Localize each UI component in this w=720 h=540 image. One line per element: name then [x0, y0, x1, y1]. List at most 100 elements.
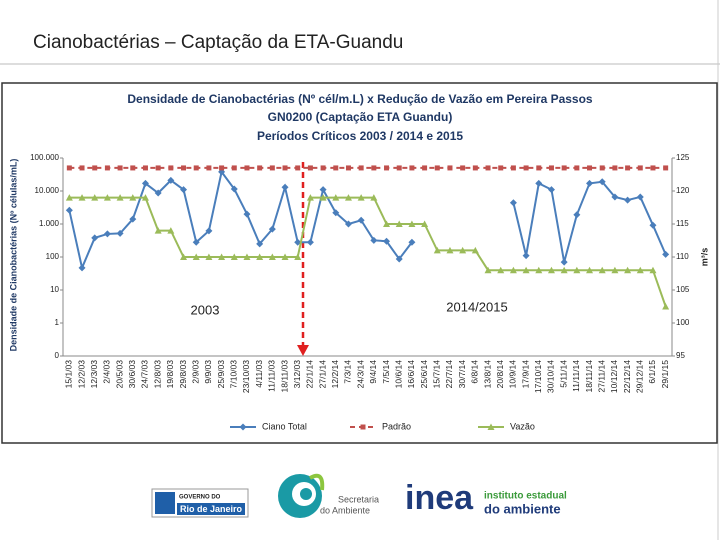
point: [586, 179, 594, 187]
point: [230, 253, 238, 260]
point: [155, 165, 161, 171]
x-tick-label: 2/4/03: [102, 360, 112, 384]
x-tick-label: 22/1/14: [305, 360, 315, 389]
point: [320, 165, 326, 171]
x-tick-label: 4/11/03: [254, 360, 264, 388]
point: [649, 266, 657, 274]
point: [154, 227, 162, 234]
point: [484, 266, 492, 274]
point: [586, 266, 594, 274]
point: [257, 165, 263, 171]
point: [625, 165, 631, 171]
gov-name: Rio de Janeiro: [180, 504, 243, 514]
arrow-head: [297, 345, 309, 356]
x-tick-label: 12/8/03: [152, 360, 162, 389]
gov-band: [177, 503, 245, 515]
point: [536, 165, 542, 171]
point: [239, 423, 247, 431]
point: [231, 165, 237, 171]
point: [192, 253, 200, 260]
point: [509, 266, 517, 274]
point: [141, 179, 149, 187]
point: [66, 165, 72, 171]
point: [181, 165, 187, 171]
point: [459, 246, 467, 254]
point: [332, 209, 340, 217]
point: [78, 264, 86, 272]
point: [180, 253, 188, 260]
point: [522, 266, 530, 274]
point: [219, 165, 225, 171]
x-tick-label: 15/1/03: [64, 360, 74, 389]
x-tick-label: 7/3/14: [343, 360, 353, 384]
point: [446, 246, 454, 254]
point: [574, 165, 580, 171]
x-tick-label: 29/8/03: [178, 360, 188, 389]
x-tick-label: 30/10/14: [546, 360, 556, 393]
gov-top: GOVERNO DO: [179, 495, 221, 501]
x-tick-label: 12/3/03: [89, 360, 99, 389]
point: [357, 194, 365, 201]
x-tick-label: 17/10/14: [533, 360, 543, 393]
point: [433, 246, 441, 254]
point: [573, 266, 581, 274]
point: [306, 238, 314, 246]
point: [230, 185, 238, 193]
point: [333, 165, 339, 171]
x-tick-label: 16/6/14: [406, 360, 416, 389]
chart-title: GN0200 (Captação ETA Guandu): [268, 110, 453, 124]
point: [167, 227, 175, 234]
point: [103, 194, 111, 201]
point: [129, 194, 137, 201]
x-tick-label: 20/5/03: [114, 360, 124, 389]
point: [282, 165, 288, 171]
y-axis-label: Densidade de Cianobactérias (Nº células/…: [8, 159, 18, 352]
point: [104, 165, 110, 171]
point: [561, 165, 567, 171]
point: [598, 266, 606, 274]
point: [294, 253, 302, 260]
point: [636, 266, 644, 274]
point: [471, 246, 479, 254]
point: [649, 221, 657, 229]
point: [295, 165, 301, 171]
point: [281, 253, 289, 260]
y2-tick-label: 100: [676, 318, 690, 327]
x-tick-label: 22/12/14: [622, 360, 632, 393]
point: [509, 199, 517, 207]
point: [268, 225, 276, 233]
x-tick-label: 11/11/14: [571, 360, 581, 392]
point: [269, 165, 275, 171]
point: [370, 236, 378, 244]
point: [421, 220, 429, 227]
point: [408, 220, 416, 227]
point: [357, 216, 365, 224]
point: [497, 266, 505, 274]
point: [141, 194, 149, 201]
point: [218, 253, 226, 260]
point: [360, 424, 366, 430]
point: [547, 186, 555, 194]
x-tick-label: 2/9/03: [190, 360, 200, 384]
point: [180, 186, 188, 194]
point: [383, 220, 391, 227]
x-tick-label: 6/8/14: [470, 360, 480, 384]
gov-crest: [155, 492, 175, 514]
point: [598, 178, 606, 186]
x-tick-label: 12/2/03: [76, 360, 86, 389]
x-tick-label: 11/11/03: [267, 360, 277, 392]
point: [307, 165, 313, 171]
x-tick-label: 10/9/14: [508, 360, 518, 389]
point: [319, 194, 327, 201]
point: [650, 165, 656, 171]
sea-text: Secretaria: [338, 494, 379, 504]
y-tick-label: 10.000: [35, 186, 60, 195]
point: [371, 165, 377, 171]
point: [487, 423, 495, 430]
x-tick-label: 29/1/15: [660, 360, 670, 389]
point: [573, 211, 581, 219]
point: [168, 165, 174, 171]
x-tick-label: 6/1/15: [647, 360, 657, 384]
point: [205, 253, 213, 260]
